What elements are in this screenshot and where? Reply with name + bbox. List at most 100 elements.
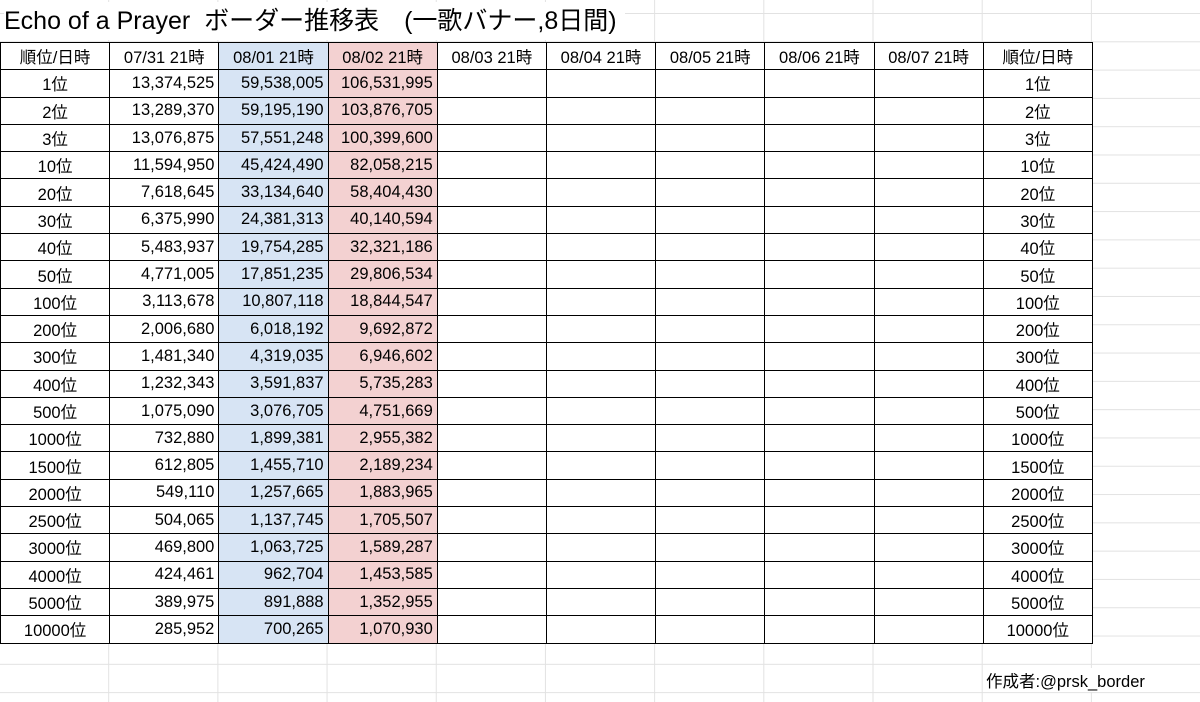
empty-cell [545,560,657,589]
empty-cell [436,151,547,180]
empty-cell [436,96,547,125]
rank-cell: 30位 [0,205,111,235]
empty-cell [873,233,984,262]
rank-cell: 1位 [0,69,111,98]
header-row: 順位/日時 07/31 21時 08/01 21時 08/02 21時 08/03 21… [0,41,1093,71]
empty-cell [436,123,547,153]
rank-cell: 20位 [982,178,1093,207]
rank-cell: 1500位 [982,451,1093,480]
rank-cell: 30位 [982,205,1093,235]
header-cell: 順位/日時 [0,41,111,71]
empty-cell [655,506,766,535]
rank-cell: 2000位 [0,478,111,508]
value-cell: 100,399,600 [327,123,438,153]
value-cell: 10,807,118 [218,287,329,316]
value-cell: 13,289,370 [109,96,220,125]
data-row: 200位 2,006,680 6,018,192 9,692,872 200位 [0,314,1093,344]
empty-cell [873,314,984,344]
value-cell: 9,692,872 [327,314,438,344]
empty-cell [764,233,875,262]
empty-cell [436,260,547,289]
empty-cell [873,615,984,644]
value-cell: 106,531,995 [327,69,438,98]
value-cell: 4,771,005 [109,260,220,289]
value-cell: 1,481,340 [109,342,220,371]
value-cell: 962,704 [218,560,329,589]
rank-cell: 50位 [982,260,1093,289]
empty-cell [545,396,657,426]
data-row: 3位 13,076,875 57,551,248 100,399,600 3位 [0,123,1093,153]
value-cell: 3,076,705 [218,396,329,426]
header-cell: 08/05 21時 [655,41,766,71]
empty-cell [655,560,766,589]
value-cell: 891,888 [218,587,329,617]
empty-cell [655,96,766,125]
value-cell: 5,483,937 [109,233,220,262]
rank-cell: 2位 [0,96,111,125]
empty-cell [436,451,547,480]
value-cell: 29,806,534 [327,260,438,289]
empty-cell [764,314,875,344]
empty-cell [764,342,875,371]
rank-cell: 1500位 [0,451,111,480]
empty-cell [655,369,766,398]
value-cell: 700,265 [218,615,329,644]
data-row: 50位 4,771,005 17,851,235 29,806,534 50位 [0,260,1093,289]
empty-cell [764,260,875,289]
empty-cell [545,151,657,180]
empty-cell [764,396,875,426]
empty-cell [764,615,875,644]
empty-cell [655,260,766,289]
empty-cell [436,396,547,426]
empty-cell [873,369,984,398]
data-row: 2位 13,289,370 59,195,190 103,876,705 2位 [0,96,1093,125]
sheet-title: Echo of a Prayer ボーダー推移表 (一歌バナー,8日間) [4,2,625,40]
value-cell: 13,374,525 [109,69,220,98]
rank-cell: 400位 [0,369,111,398]
value-cell: 57,551,248 [218,123,329,153]
empty-cell [764,533,875,562]
rank-cell: 400位 [982,369,1093,398]
header-cell: 08/03 21時 [436,41,547,71]
empty-cell [545,205,657,235]
rank-cell: 2000位 [982,478,1093,508]
empty-cell [436,233,547,262]
value-cell: 732,880 [109,424,220,453]
data-row: 2000位 549,110 1,257,665 1,883,965 2000位 [0,478,1093,508]
empty-cell [764,506,875,535]
rank-cell: 4000位 [982,560,1093,589]
empty-cell [655,151,766,180]
rank-cell: 500位 [982,396,1093,426]
empty-cell [873,451,984,480]
value-cell: 1,455,710 [218,451,329,480]
empty-cell [655,478,766,508]
value-cell: 612,805 [109,451,220,480]
data-row: 400位 1,232,343 3,591,837 5,735,283 400位 [0,369,1093,398]
empty-cell [873,123,984,153]
empty-cell [873,424,984,453]
value-cell: 469,800 [109,533,220,562]
empty-cell [764,478,875,508]
empty-cell [436,560,547,589]
rank-cell: 300位 [0,342,111,371]
empty-cell [764,205,875,235]
rank-cell: 5000位 [0,587,111,617]
data-row: 300位 1,481,340 4,319,035 6,946,602 300位 [0,342,1093,371]
empty-cell [655,396,766,426]
rank-cell: 10000位 [982,615,1093,644]
value-cell: 1,352,955 [327,587,438,617]
empty-cell [436,587,547,617]
rank-cell: 40位 [0,233,111,262]
empty-cell [545,587,657,617]
header-cell: 08/04 21時 [545,41,657,71]
empty-cell [873,533,984,562]
empty-cell [873,478,984,508]
value-cell: 1,137,745 [218,506,329,535]
value-cell: 103,876,705 [327,96,438,125]
empty-cell [545,342,657,371]
value-cell: 59,195,190 [218,96,329,125]
author-credit: 作成者:@prsk_border [986,668,1145,692]
rank-cell: 40位 [982,233,1093,262]
empty-cell [873,178,984,207]
